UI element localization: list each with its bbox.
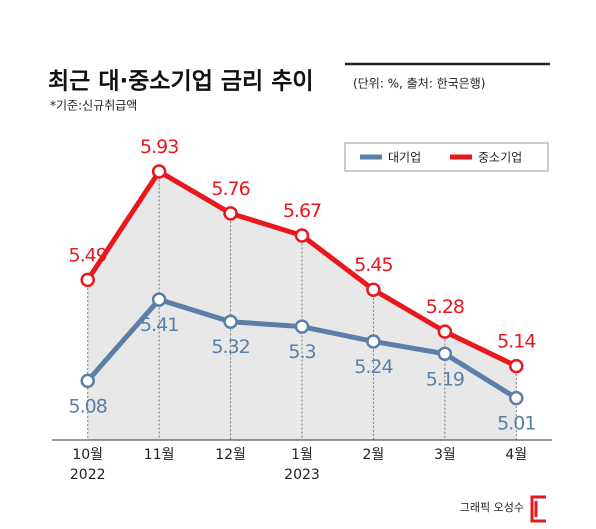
area <box>87 171 517 440</box>
x-tick-label: 1월 <box>291 447 313 463</box>
value-label: 5.08 <box>69 395 107 417</box>
point <box>437 324 453 339</box>
point <box>223 206 238 221</box>
legend-box <box>344 142 549 172</box>
point <box>437 346 453 362</box>
point <box>366 282 381 297</box>
value-label: 5.19 <box>426 368 464 390</box>
value-label: 5.93 <box>140 136 178 158</box>
legend-label: 대기업 <box>388 151 421 165</box>
point <box>294 319 310 334</box>
value-label: 5.45 <box>354 254 392 276</box>
point <box>80 272 95 288</box>
credit: 그래픽 오성수 <box>460 501 524 514</box>
point <box>80 373 95 389</box>
value-label: 5.49 <box>69 244 107 266</box>
point <box>151 292 167 307</box>
value-label: 5.41 <box>140 314 178 336</box>
x-tick-sublabel: 2023 <box>284 467 320 483</box>
chart-title: 최근 대·중소기업 금리 추이 <box>48 69 314 95</box>
point <box>509 358 524 374</box>
value-label: 5.32 <box>211 336 249 358</box>
value-label: 5.3 <box>288 341 315 363</box>
x-tick-sublabel: 2022 <box>70 467 106 483</box>
x-tick-label: 10월 <box>72 447 103 463</box>
value-label: 5.14 <box>497 331 536 353</box>
value-label: 5.28 <box>426 296 464 318</box>
x-tick-label: 4월 <box>505 447 527 463</box>
point <box>223 314 238 329</box>
x-tick-label: 3월 <box>434 447 456 463</box>
value-label: 5.76 <box>211 178 249 200</box>
point <box>509 390 524 406</box>
x-tick-label: 2월 <box>363 447 385 463</box>
value-label: 5.67 <box>283 200 321 222</box>
chart-note: *기준:신규취급액 <box>50 99 137 113</box>
x-tick-label: 12월 <box>215 447 246 463</box>
value-label: 5.01 <box>497 413 535 435</box>
x-tick-label: 11월 <box>144 447 175 463</box>
value-label: 5.24 <box>354 356 393 378</box>
logo <box>530 495 546 523</box>
chart-subtitle: (단위: %, 출처: 한국은행) <box>353 76 485 91</box>
point <box>366 334 381 349</box>
point <box>294 228 310 243</box>
legend-label: 중소기업 <box>478 151 522 165</box>
point <box>151 164 167 179</box>
